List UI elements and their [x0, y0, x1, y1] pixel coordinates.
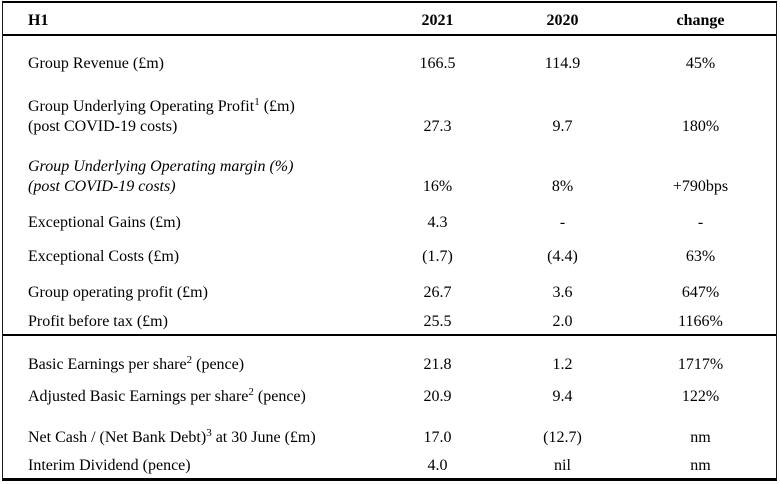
table-row: Net Cash / (Net Bank Debt)3 at 30 June (…: [3, 409, 776, 450]
header-2020: 2020: [546, 12, 579, 29]
value-2020: 9.4: [552, 388, 573, 405]
row-label-suffix: (pence): [192, 356, 245, 373]
row-label-text: Profit before tax (£m): [28, 313, 168, 330]
value-2021: (1.7): [422, 248, 453, 265]
value-change: +790bps: [672, 178, 729, 195]
row-label-line1: Exceptional Costs (£m): [28, 247, 375, 267]
value-change: 63%: [685, 248, 716, 265]
row-label: Group Revenue (£m): [3, 54, 375, 74]
row-label-suffix: (£m): [259, 98, 295, 115]
table-body: Group Revenue (£m) 166.5 114.9 45% Group…: [3, 36, 776, 478]
value-change: 180%: [681, 118, 720, 135]
value-2020: 114.9: [544, 55, 581, 72]
value-2021: 25.5: [423, 313, 452, 330]
row-label-suffix: (pence): [253, 388, 306, 405]
value-2020: (12.7): [543, 429, 582, 446]
value-2020: 2.0: [552, 313, 573, 330]
value-change: 1166%: [678, 313, 723, 330]
value-2020: 3.6: [552, 284, 573, 301]
row-label-text: Group Underlying Operating margin (%): [28, 158, 294, 175]
value-2020: 1.2: [552, 356, 573, 373]
value-2020: 9.7: [552, 118, 573, 135]
value-2020: nil: [554, 457, 571, 474]
row-label-text: Exceptional Gains (£m): [28, 214, 181, 231]
footnote-superscript: 1: [254, 96, 260, 108]
table-row: Exceptional Costs (£m) (1.7) (4.4) 63%: [3, 235, 776, 269]
row-label-text: Net Cash / (Net Bank Debt): [28, 429, 207, 446]
value-2020: -: [559, 214, 566, 231]
value-2021: 17.0: [423, 429, 452, 446]
row-label: Basic Earnings per share2 (pence): [3, 355, 375, 375]
value-change: nm: [690, 457, 711, 474]
table-row: Adjusted Basic Earnings per share2 (penc…: [3, 377, 776, 409]
row-label-line1: Adjusted Basic Earnings per share2 (penc…: [28, 387, 375, 407]
table-row: Profit before tax (£m) 25.5 2.0 1166%: [3, 305, 776, 334]
value-change: 1717%: [677, 356, 724, 373]
row-label: Profit before tax (£m): [3, 312, 375, 332]
value-2021: 21.8: [423, 356, 452, 373]
table-row: Group Underlying Operating margin (%) (p…: [3, 139, 776, 199]
footnote-superscript: 3: [206, 427, 212, 439]
row-label-line2: (post COVID-19 costs): [28, 118, 178, 135]
row-label: Interim Dividend (pence): [3, 456, 375, 476]
header-h1: H1: [28, 12, 49, 29]
value-2020: 8%: [551, 178, 574, 195]
row-label-line1: Group operating profit (£m): [28, 283, 375, 303]
value-2021: 4.0: [427, 457, 448, 474]
row-label: Net Cash / (Net Bank Debt)3 at 30 June (…: [3, 428, 375, 448]
row-label: Adjusted Basic Earnings per share2 (penc…: [3, 387, 375, 407]
value-change: 647%: [681, 284, 720, 301]
row-label-text: Interim Dividend (pence): [28, 457, 191, 474]
value-2021: 27.3: [423, 118, 452, 135]
value-2021: 166.5: [419, 55, 456, 72]
value-2021: 26.7: [423, 284, 452, 301]
value-2021: 16%: [422, 178, 453, 195]
table-row: Basic Earnings per share2 (pence) 21.8 1…: [3, 334, 776, 377]
header-change: change: [676, 12, 725, 29]
row-label-text: Group operating profit (£m): [28, 284, 208, 301]
header-2021: 2021: [421, 12, 454, 29]
row-label-line1: Group Underlying Operating Profit1 (£m): [28, 97, 375, 117]
row-label-line1: Net Cash / (Net Bank Debt)3 at 30 June (…: [28, 428, 375, 448]
value-2020: (4.4): [547, 248, 578, 265]
row-label-line1: Basic Earnings per share2 (pence): [28, 355, 375, 375]
table-row: Group Underlying Operating Profit1 (£m) …: [3, 76, 776, 139]
row-label: Exceptional Costs (£m): [3, 247, 375, 267]
row-label-text: Adjusted Basic Earnings per share: [28, 388, 249, 405]
row-label-suffix: at 30 June (£m): [211, 429, 316, 446]
row-label-line1: Profit before tax (£m): [28, 312, 375, 332]
row-label-line2: (post COVID-19 costs): [28, 178, 176, 195]
table-row: Group operating profit (£m) 26.7 3.6 647…: [3, 269, 776, 305]
value-change: -: [697, 214, 704, 231]
row-label-text: Basic Earnings per share: [28, 356, 187, 373]
table-row: Interim Dividend (pence) 4.0 nil nm: [3, 450, 776, 478]
table-row: Group Revenue (£m) 166.5 114.9 45%: [3, 36, 776, 76]
row-label-text: Group Revenue (£m): [28, 55, 164, 72]
row-label-line1: Group Revenue (£m): [28, 54, 375, 74]
footnote-superscript: 2: [248, 386, 254, 398]
row-label-line1: Group Underlying Operating margin (%): [28, 157, 375, 177]
footnote-superscript: 2: [186, 354, 193, 366]
value-change: nm: [690, 429, 711, 446]
row-label-text: Group Underlying Operating Profit: [28, 98, 255, 115]
value-2021: 4.3: [427, 214, 448, 231]
row-label-line1: Exceptional Gains (£m): [28, 213, 375, 233]
row-label-line1: Interim Dividend (pence): [28, 456, 375, 476]
row-label: Group Underlying Operating Profit1 (£m) …: [3, 97, 375, 137]
table-row: Exceptional Gains (£m) 4.3 - -: [3, 199, 776, 235]
row-label: Group operating profit (£m): [3, 283, 375, 303]
row-label: Exceptional Gains (£m): [3, 213, 375, 233]
row-label-text: Exceptional Costs (£m): [28, 248, 180, 265]
row-label: Group Underlying Operating margin (%) (p…: [3, 157, 375, 197]
table-header-row: H1 2021 2020 change: [3, 3, 776, 36]
value-change: 122%: [681, 388, 720, 405]
value-2021: 20.9: [423, 388, 452, 405]
value-change: 45%: [685, 55, 716, 72]
